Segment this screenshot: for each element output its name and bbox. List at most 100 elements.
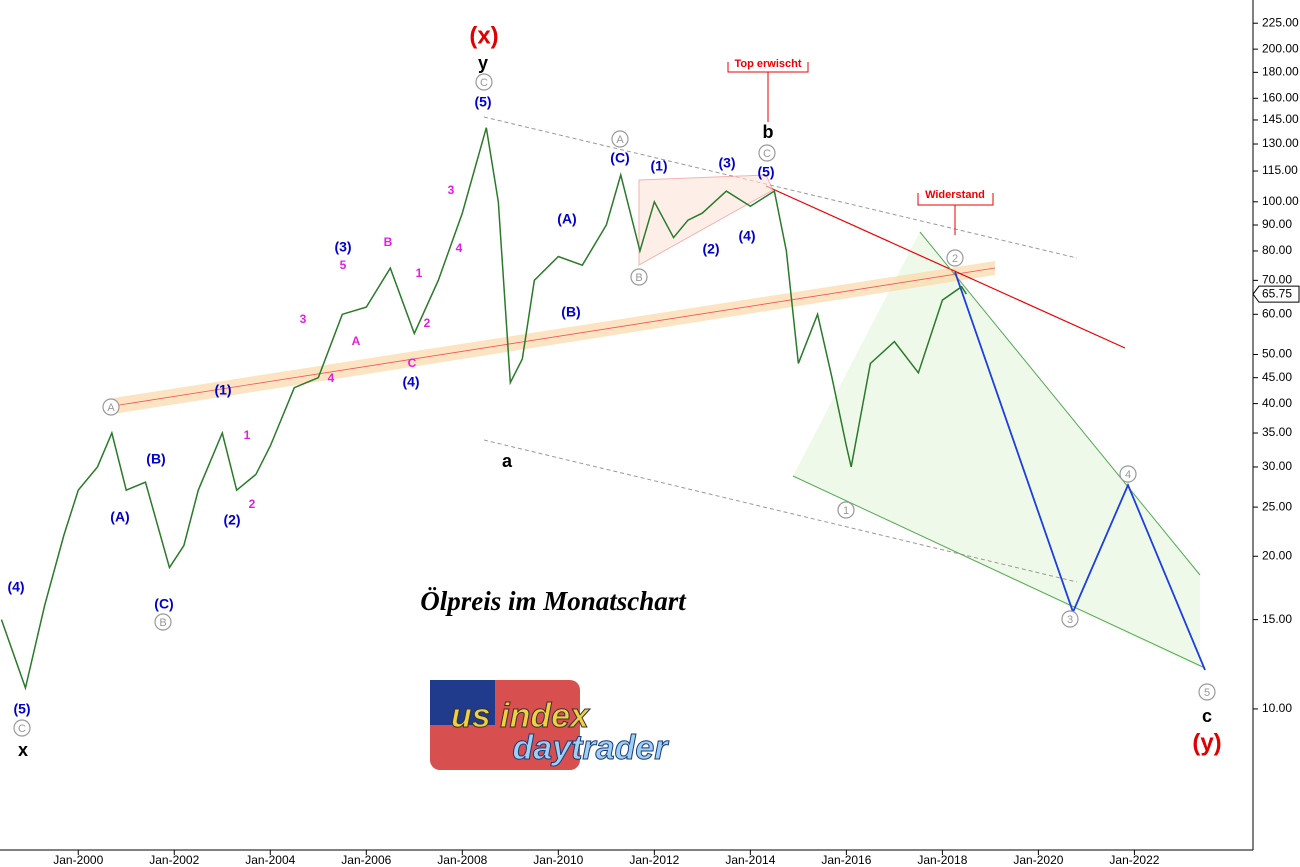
channel-line: [792, 475, 1206, 669]
x-tick-label: Jan-2014: [725, 853, 775, 867]
x-tick-label: Jan-2008: [437, 853, 487, 867]
callout: Widerstand: [925, 189, 985, 201]
wave-label: (B): [561, 304, 580, 320]
wave-circle: [611, 130, 629, 148]
wave-label: 3: [300, 312, 307, 326]
y-tick-label: 180.00: [1262, 65, 1299, 79]
resistance-band: [113, 261, 995, 414]
wave-label: 2: [952, 253, 958, 265]
y-tick-label: 60.00: [1262, 306, 1292, 320]
x-tick-label: Jan-2012: [629, 853, 679, 867]
y-tick-label: 130.00: [1262, 136, 1299, 150]
wave-label: (1): [650, 158, 667, 174]
trend-line: [483, 116, 1078, 259]
y-tick-label: 45.00: [1262, 370, 1292, 384]
y-tick-label: 35.00: [1262, 425, 1292, 439]
wave-label: 4: [1125, 469, 1131, 481]
x-tick-label: Jan-2010: [533, 853, 583, 867]
wave-label: a: [502, 451, 513, 471]
wave-label: (5): [474, 94, 491, 110]
x-tick-label: Jan-2006: [341, 853, 391, 867]
current-value: 65.75: [1262, 286, 1292, 300]
wave-label: (y): [1192, 729, 1221, 756]
y-tick-label: 25.00: [1262, 499, 1292, 513]
wave-label: (C): [154, 596, 173, 612]
y-tick-label: 40.00: [1262, 396, 1292, 410]
y-tick-label: 115.00: [1262, 163, 1298, 177]
wave-label: A: [352, 334, 361, 348]
y-tick-label: 10.00: [1262, 701, 1292, 715]
wave-label: C: [763, 148, 771, 160]
wave-label: (4): [738, 228, 755, 244]
wave-label: (3): [718, 155, 735, 171]
wave-label: B: [635, 272, 642, 284]
wave-label: C: [18, 723, 26, 735]
wave-circle: [154, 613, 172, 631]
wave-label: (2): [702, 241, 719, 257]
y-tick-label: 20.00: [1262, 548, 1292, 562]
wave-label: B: [384, 235, 393, 249]
x-tick-label: Jan-2002: [149, 853, 199, 867]
band-line: [112, 267, 996, 407]
callout-bracket: [727, 62, 809, 122]
wave-label: A: [107, 402, 115, 414]
logo-text: us index: [451, 697, 591, 735]
logo: us index daytrader: [430, 680, 670, 770]
x-tick-label: Jan-2016: [821, 853, 871, 867]
wave-label: 4: [328, 371, 335, 385]
x-tick-label: Jan-2018: [917, 853, 967, 867]
wave-label: c: [1202, 706, 1212, 726]
wave-label: (5): [757, 164, 774, 180]
wave-circle: [1061, 610, 1079, 628]
wave-label: 3: [448, 183, 455, 197]
y-tick-label: 160.00: [1262, 90, 1299, 104]
wave-label: 1: [416, 266, 423, 280]
wave-label: (A): [557, 211, 576, 227]
wave-label: (3): [334, 239, 351, 255]
wave-label: 2: [424, 316, 431, 330]
wave-circle: [1119, 465, 1137, 483]
resistance-line: [765, 185, 1126, 349]
y-tick-label: 145.00: [1262, 112, 1299, 126]
wave-label: 4: [456, 241, 463, 255]
wave-label: 3: [1067, 614, 1073, 626]
x-tick-label: Jan-2020: [1013, 853, 1063, 867]
logo-text: daytrader: [513, 729, 670, 767]
wave-label: (B): [146, 451, 165, 467]
wave-circle: [837, 501, 855, 519]
y-tick-label: 70.00: [1262, 273, 1292, 287]
callout: Top erwischt: [734, 58, 801, 70]
wave-label: 1: [843, 505, 849, 517]
wave-label: (A): [110, 509, 129, 525]
y-tick-label: 30.00: [1262, 459, 1292, 473]
y-tick-label: 200.00: [1262, 41, 1299, 55]
wave-label: 5: [340, 258, 347, 272]
y-tick-label: 100.00: [1262, 194, 1299, 208]
logo-flag: [430, 680, 495, 725]
wave-label: (5): [13, 701, 30, 717]
x-tick-label: Jan-2022: [1109, 853, 1159, 867]
wave-label: y: [478, 53, 488, 73]
wave-circle: [1198, 683, 1216, 701]
x-tick-label: Jan-2004: [245, 853, 295, 867]
wave-label: (4): [402, 374, 419, 390]
wave-circle: [758, 144, 776, 162]
wave-circle: [475, 73, 493, 91]
wave-label: C: [408, 356, 417, 370]
wave-label: b: [763, 122, 774, 142]
wave-label: (x): [469, 22, 498, 49]
current-value-box: [1252, 285, 1300, 303]
wave-circle: [102, 398, 120, 416]
wave-circle: [946, 249, 964, 267]
forecast-path: [954, 271, 1206, 671]
callout-bracket: [917, 193, 994, 235]
wave-label: (4): [7, 579, 24, 595]
wave-label: (2): [223, 512, 240, 528]
y-tick-label: 80.00: [1262, 243, 1292, 257]
wave-circle: [13, 719, 31, 737]
wave-label: 2: [249, 497, 256, 511]
wave-label: (1): [214, 382, 231, 398]
y-tick-label: 50.00: [1262, 347, 1292, 361]
channel-line: [919, 231, 1201, 576]
